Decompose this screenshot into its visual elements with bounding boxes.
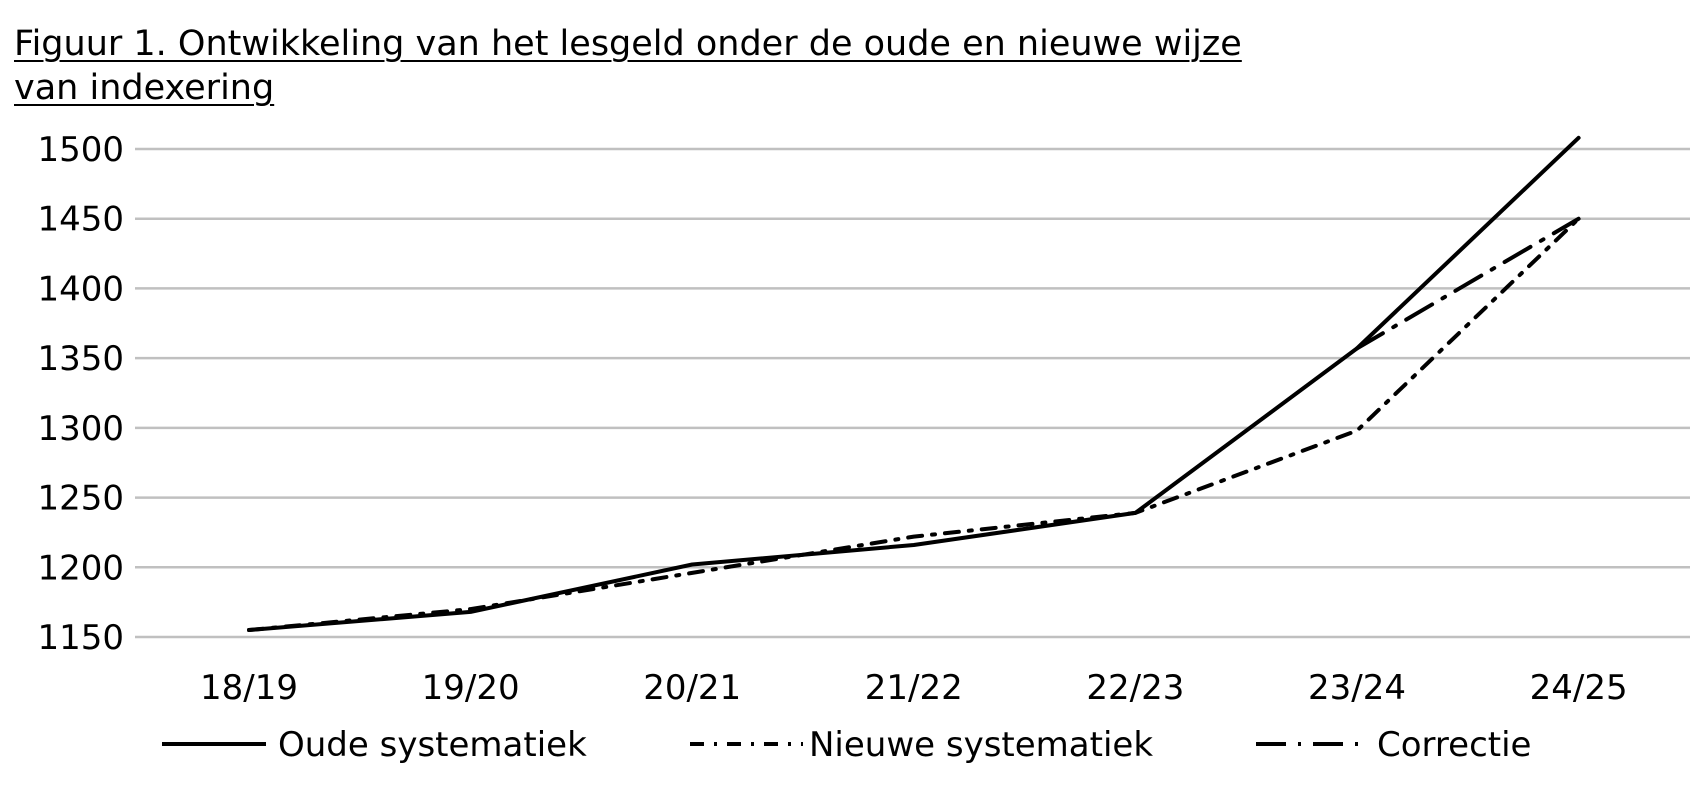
x-tick-label: 22/23 — [1086, 668, 1184, 708]
y-tick-label: 1200 — [37, 548, 124, 588]
series-line-2 — [1355, 216, 1581, 351]
x-tick-label: 18/19 — [200, 668, 298, 708]
x-tick-label: 23/24 — [1308, 668, 1406, 708]
legend-label: Oude systematiek — [278, 725, 587, 765]
x-tick-label: 24/25 — [1530, 668, 1628, 708]
x-tick-label: 20/21 — [643, 668, 741, 708]
y-tick-label: 1350 — [37, 339, 124, 379]
series-line-0 — [247, 135, 1581, 633]
legend-label: Nieuwe systematiek — [809, 725, 1153, 765]
series-line-1 — [247, 216, 1581, 633]
x-tick-label: 19/20 — [422, 668, 520, 708]
chart-title: Figuur 1. Ontwikkeling van het lesgeld o… — [14, 24, 1242, 108]
x-tick-label: 21/22 — [865, 668, 963, 708]
legend-label: Correctie — [1377, 725, 1531, 765]
y-tick-label: 1400 — [37, 269, 124, 309]
y-tick-label: 1500 — [37, 130, 124, 170]
y-tick-label: 1150 — [37, 618, 124, 658]
y-tick-label: 1250 — [37, 479, 124, 519]
y-tick-label: 1450 — [37, 200, 124, 240]
y-tick-label: 1300 — [37, 409, 124, 449]
